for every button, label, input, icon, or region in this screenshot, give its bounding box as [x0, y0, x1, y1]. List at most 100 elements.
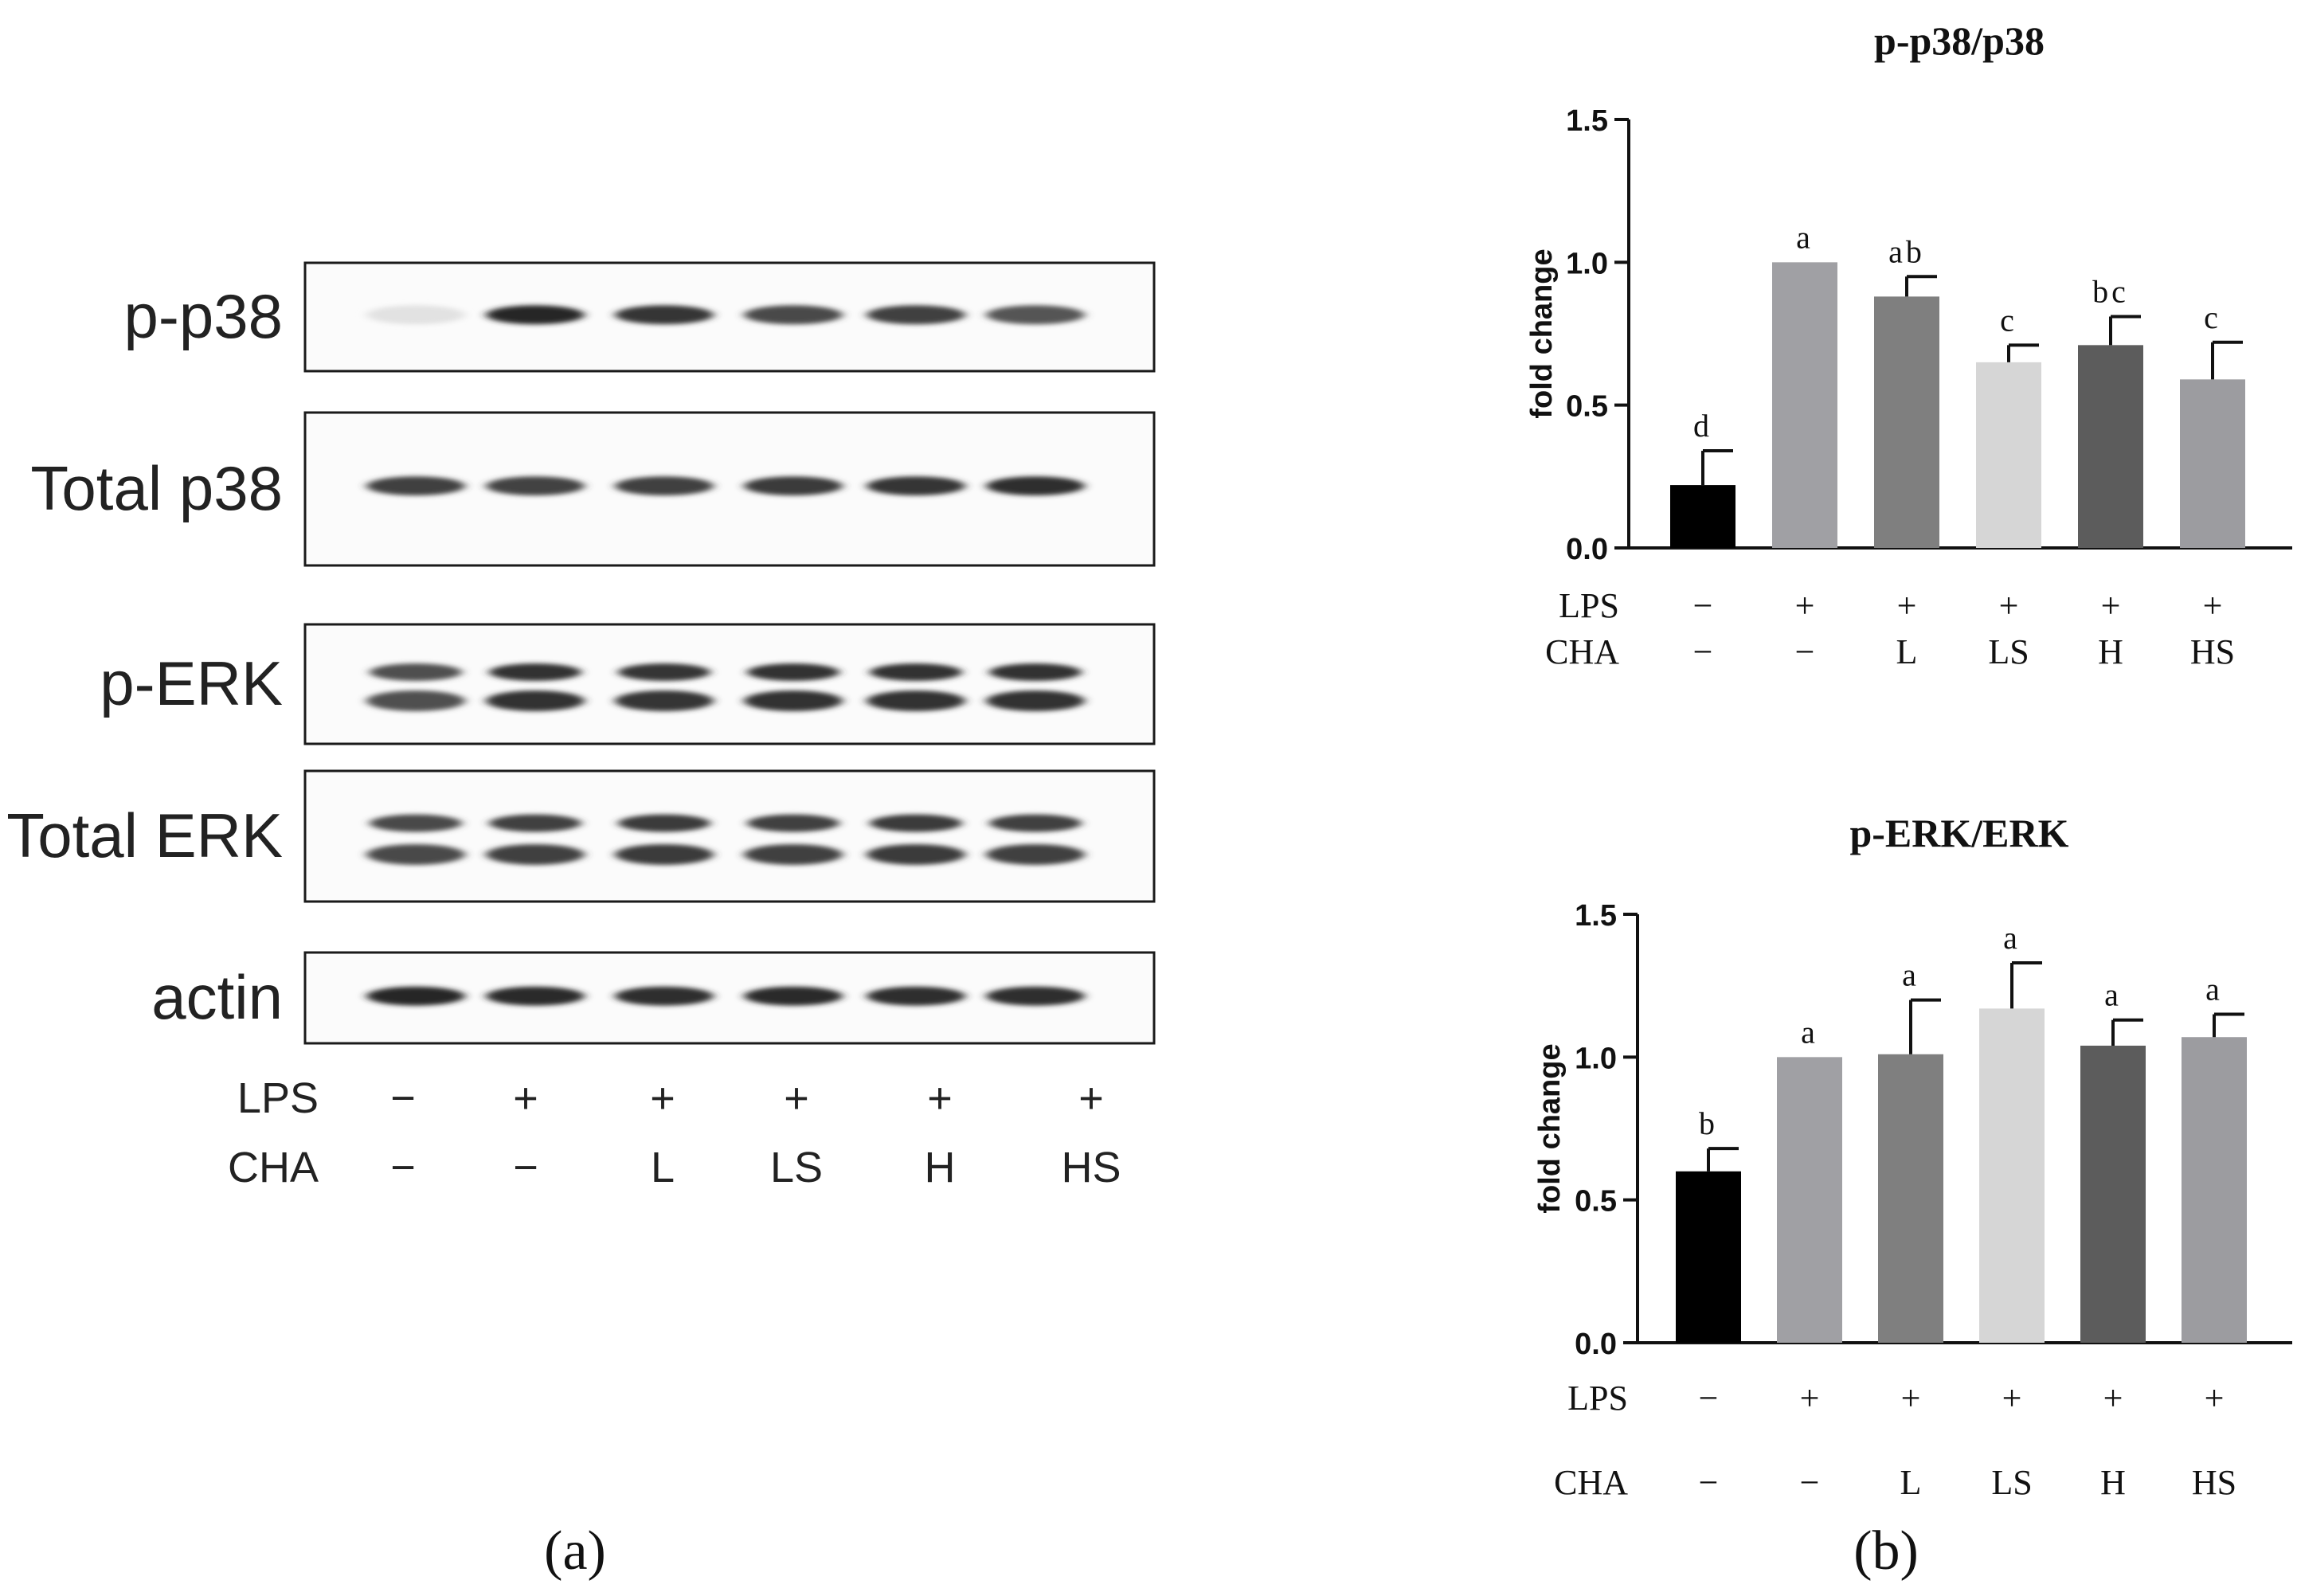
x-lps-sign: + [2101, 586, 2121, 625]
blot-band [867, 476, 965, 496]
blot-band [366, 476, 465, 496]
blot-band-upper [989, 814, 1082, 832]
significance-letter: c [2204, 299, 2221, 335]
x-row-label-cha: CHA [1545, 632, 1619, 671]
blot-row-label: p-p38 [124, 281, 284, 351]
blot-band-lower [615, 690, 714, 711]
blot-rows: p-p38 Total p38 p-ERK Total ERK actin [6, 261, 1156, 1045]
blot-band [486, 305, 585, 325]
cha-condition: L [651, 1144, 675, 1191]
significance-letter: d [1693, 408, 1712, 444]
bar [2180, 379, 2245, 548]
blot-band-upper [747, 663, 839, 681]
panel-a-lps-label: LPS [237, 1074, 319, 1122]
x-cha-condition: L [1900, 1463, 1922, 1502]
panel-a-label: (a) [544, 1520, 606, 1582]
y-axis-label: fold change [1533, 1043, 1567, 1213]
blot-band-lower [486, 843, 585, 865]
blot-band-lower [366, 843, 465, 865]
chart-p-p38-ratio: p-p38/p38 fold change 0.0 0.5 1.0 1.5 d a ab c bc c… [1525, 18, 2292, 671]
lps-sign: + [784, 1074, 809, 1122]
y-tick-label: 0.0 [1566, 533, 1608, 566]
lps-sign: + [1078, 1074, 1104, 1122]
x-cha-condition: LS [1988, 632, 2029, 671]
blot-band [615, 986, 714, 1006]
panel-a-lps-values: − + + + + + [390, 1074, 1104, 1122]
blot-band-upper [870, 663, 962, 681]
bar [1777, 1057, 1842, 1343]
y-axis-label: fold change [1525, 248, 1559, 418]
bar [2078, 345, 2143, 548]
significance-letter: a [2104, 977, 2122, 1013]
y-tick-label: 0.5 [1566, 390, 1608, 424]
lps-sign: + [650, 1074, 675, 1122]
blot-band [615, 305, 714, 325]
significance-letter: ab [1888, 233, 1925, 269]
blot-band-lower [986, 690, 1085, 711]
significance-letter: bc [2092, 273, 2129, 309]
blot-band [867, 305, 965, 325]
blot-band [366, 986, 465, 1006]
blot-row: Total ERK [6, 769, 1156, 903]
blot-band [615, 476, 714, 496]
panel-b-label: (b) [1853, 1520, 1919, 1582]
blot-frame [303, 769, 1156, 903]
bar [1976, 362, 2041, 548]
blot-band [986, 305, 1085, 325]
y-tick-label: 1.5 [1566, 104, 1608, 138]
blot-row-label: Total ERK [6, 800, 283, 870]
y-tick-label: 0.0 [1575, 1328, 1617, 1361]
bar [1676, 1171, 1741, 1343]
blot-band-lower [867, 843, 965, 865]
lps-sign: + [513, 1074, 538, 1122]
blot-band-upper [489, 663, 581, 681]
x-lps-sign: + [1901, 1379, 1921, 1418]
lps-sign: + [927, 1074, 953, 1122]
x-lps-sign: − [1693, 586, 1713, 625]
x-row-label-cha: CHA [1554, 1463, 1628, 1502]
x-cha-condition: − [1699, 1463, 1719, 1502]
cha-condition: LS [770, 1144, 823, 1191]
y-tick-label: 1.5 [1575, 899, 1617, 933]
blot-band-lower [486, 690, 585, 711]
blot-band-upper [618, 814, 710, 832]
blot-band-lower [986, 843, 1085, 865]
blot-band-lower [744, 843, 843, 865]
blot-band [744, 476, 843, 496]
bar [2080, 1045, 2146, 1343]
blot-band-lower [366, 690, 465, 711]
blot-band-upper [870, 814, 962, 832]
blot-band-upper [489, 814, 581, 832]
x-lps-sign: + [1795, 586, 1815, 625]
x-cha-condition: H [2100, 1463, 2126, 1502]
bar [2182, 1037, 2247, 1343]
significance-letter: a [2003, 920, 2021, 956]
x-cha-condition: − [1693, 632, 1713, 671]
x-lps-sign: − [1699, 1379, 1719, 1418]
significance-letter: a [2205, 972, 2223, 1007]
bar [1979, 1008, 2045, 1343]
chart-p-erk-ratio: p-ERK/ERK fold change 0.0 0.5 1.0 1.5 b a a a a a LP… [1533, 811, 2292, 1502]
blot-row-label: Total p38 [30, 453, 283, 523]
blot-row-label: actin [151, 962, 283, 1032]
blot-band [986, 986, 1085, 1006]
significance-letter: a [1796, 219, 1814, 255]
bar [1772, 262, 1837, 548]
x-row-label-lps: LPS [1567, 1379, 1628, 1418]
y-tick-label: 1.0 [1566, 247, 1608, 280]
significance-letter: a [1902, 957, 1919, 993]
lps-sign: − [390, 1074, 416, 1122]
blot-row: Total p38 [30, 411, 1156, 567]
x-lps-sign: + [1897, 586, 1917, 625]
x-lps-sign: + [2002, 1379, 2022, 1418]
x-lps-sign: + [2205, 1379, 2225, 1418]
cha-condition: HS [1061, 1144, 1121, 1191]
blot-band [744, 305, 843, 325]
x-row-label-lps: LPS [1559, 586, 1619, 625]
x-cha-condition: H [2098, 632, 2123, 671]
blot-band-lower [615, 843, 714, 865]
blot-band-upper [747, 814, 839, 832]
significance-letter: a [1801, 1014, 1818, 1050]
x-cha-condition: HS [2192, 1463, 2236, 1502]
